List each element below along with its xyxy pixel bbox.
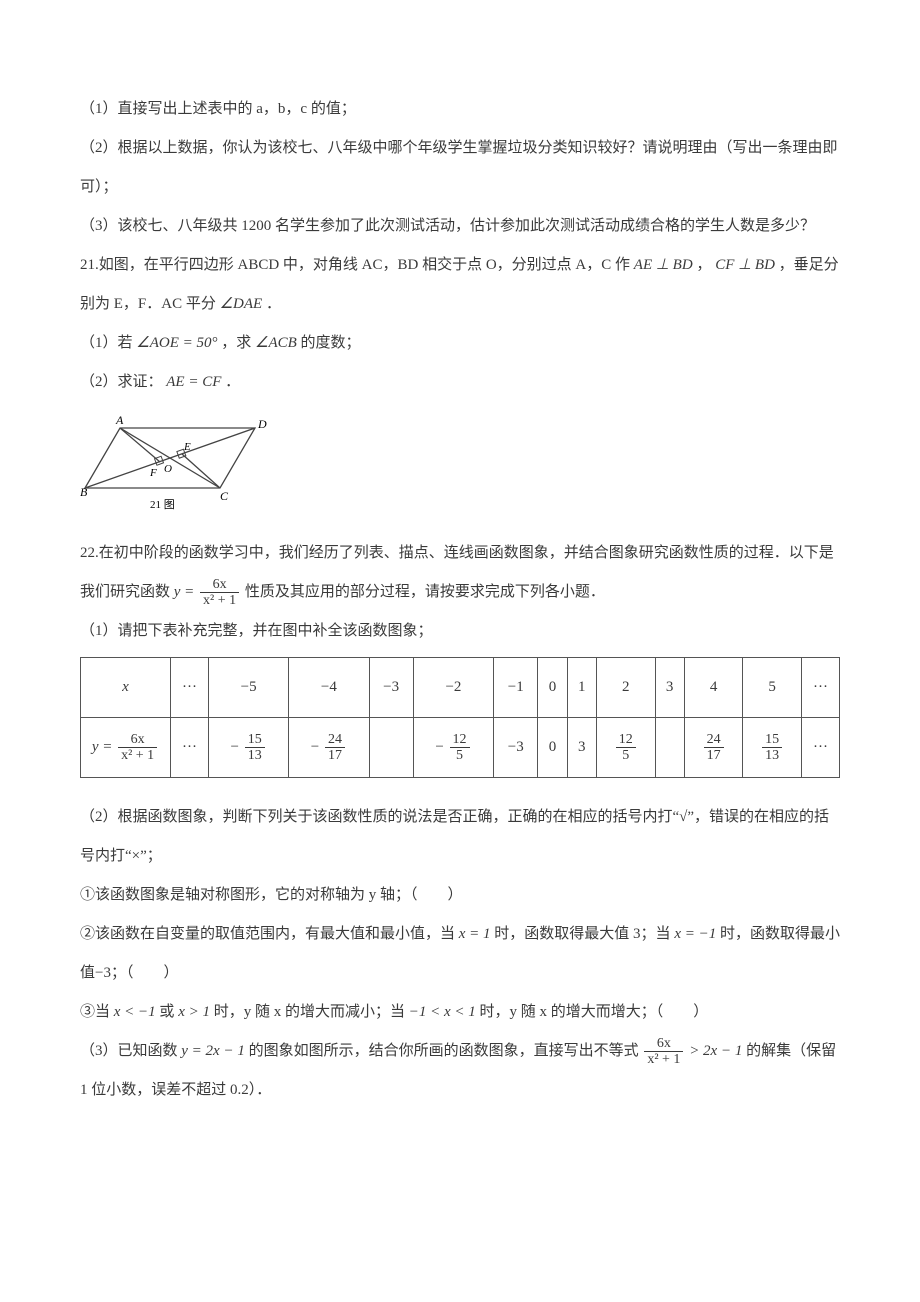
q21-intro: 21.如图，在平行四边形 ABCD 中，对角线 AC，BD 相交于点 O，分别过…	[80, 246, 840, 324]
q21-ae-eq-cf: AE = CF	[166, 374, 221, 390]
q22-s2-m2: x = −1	[674, 926, 716, 942]
table-cell: 2417	[684, 718, 743, 778]
table-x-label: x	[122, 679, 129, 695]
q22-p3-a: （3）已知函数	[80, 1043, 181, 1059]
table-cell	[369, 718, 413, 778]
table-y-num: 6x	[118, 732, 157, 747]
q21-p2-b: ．	[225, 374, 240, 390]
q22-s3-m1: x < −1	[114, 1004, 156, 1020]
q22-intro: 22.在初中阶段的函数学习中，我们经历了列表、描点、连线画函数图象，并结合图象研…	[80, 534, 840, 612]
svg-text:F: F	[149, 467, 157, 479]
table-cell: 3	[567, 718, 596, 778]
q22-formula-left: y =	[174, 584, 195, 600]
table-cell: ···	[171, 718, 209, 778]
table-cell: −3	[494, 718, 538, 778]
table-cell	[655, 718, 684, 778]
q21-angle-acb: ∠ACB	[255, 335, 297, 351]
q21-intro-end: ．	[266, 296, 281, 312]
q21-angle-aoe: ∠AOE = 50°	[136, 335, 217, 351]
q21-diagram: A D B C O E F 21 图	[80, 410, 840, 526]
q22-s2-b: 时，函数取得最大值 3；当	[494, 926, 674, 942]
table-cell: ···	[802, 718, 840, 778]
table-cell: 2	[596, 658, 655, 718]
q22-s3-d: 时，y 随 x 的增大而增大；（ ）	[480, 1004, 709, 1020]
q22-part1: （1）请把下表补充完整，并在图中补全该函数图象；	[80, 612, 840, 651]
table-cell: −2	[413, 658, 493, 718]
svg-text:D: D	[257, 417, 267, 431]
q21-intro-text-a: 21.如图，在平行四边形 ABCD 中，对角线 AC，BD 相交于点 O，分别过…	[80, 257, 634, 273]
q21-part2: （2）求证： AE = CF ．	[80, 363, 840, 402]
table-cell: − 125	[413, 718, 493, 778]
q22-p3-b: 的图象如图所示，结合你所画的函数图象，直接写出不等式	[249, 1043, 643, 1059]
q20-part1: （1）直接写出上述表中的 a，b，c 的值；	[80, 90, 840, 129]
table-cell: 0	[538, 718, 567, 778]
q22-p3-m1: y = 2x − 1	[181, 1043, 245, 1059]
svg-text:21 图: 21 图	[150, 498, 175, 510]
q22-s3-a: ③当	[80, 1004, 114, 1020]
q22-table: x ··· −5 −4 −3 −2 −1 0 1 2 3 4 5 ··· y =…	[80, 657, 840, 778]
q22-formula-num: 6x	[200, 577, 239, 592]
q20-part2: （2）根据以上数据，你认为该校七、八年级中哪个年级学生掌握垃圾分类知识较好？请说…	[80, 129, 840, 207]
q22-stmt1: ①该函数图象是轴对称图形，它的对称轴为 y 轴；（ ）	[80, 876, 840, 915]
svg-text:E: E	[183, 441, 191, 453]
q22-s3-c: 时，y 随 x 的增大而减小；当	[214, 1004, 409, 1020]
q22-p3-num: 6x	[644, 1036, 683, 1051]
q22-stmt2: ②该函数在自变量的取值范围内，有最大值和最小值，当 x = 1 时，函数取得最大…	[80, 915, 840, 993]
q22-p3-frac: 6x x² + 1	[644, 1036, 683, 1068]
table-cell: 1513	[743, 718, 802, 778]
q22-part3: （3）已知函数 y = 2x − 1 的图象如图所示，结合你所画的函数图象，直接…	[80, 1032, 840, 1110]
table-cell: 1	[567, 658, 596, 718]
q21-angle-dae: ∠DAE	[220, 296, 263, 312]
table-y-frac: 6x x² + 1	[118, 732, 157, 764]
table-cell: −1	[494, 658, 538, 718]
q22-formula-den: x² + 1	[200, 592, 239, 608]
table-cell: 5	[743, 658, 802, 718]
table-cell: −5	[209, 658, 289, 718]
table-row-y: y = 6x x² + 1 ··· − 1513 − 2417 − 125 −3…	[81, 718, 840, 778]
q20-part3: （3）该校七、八年级共 1200 名学生参加了此次测试活动，估计参加此次测试活动…	[80, 207, 840, 246]
q21-part1: （1）若 ∠AOE = 50° ，求 ∠ACB 的度数；	[80, 324, 840, 363]
q22-p3-den: x² + 1	[644, 1051, 683, 1067]
q22-p3-m2: > 2x − 1	[689, 1043, 742, 1059]
q22-s3-b: 或	[159, 1004, 178, 1020]
table-cell: − 1513	[209, 718, 289, 778]
table-cell: − 2417	[289, 718, 369, 778]
table-cell: −3	[369, 658, 413, 718]
table-cell: 3	[655, 658, 684, 718]
table-cell: −4	[289, 658, 369, 718]
table-cell: 4	[684, 658, 743, 718]
table-row-x: x ··· −5 −4 −3 −2 −1 0 1 2 3 4 5 ···	[81, 658, 840, 718]
table-cell: ···	[802, 658, 840, 718]
q22-s2-a: ②该函数在自变量的取值范围内，有最大值和最小值，当	[80, 926, 459, 942]
q22-formula-frac: 6x x² + 1	[200, 577, 239, 609]
q21-p1-b: ，求	[221, 335, 255, 351]
table-y-left: y =	[92, 739, 113, 755]
q21-p1-a: （1）若	[80, 335, 136, 351]
svg-text:O: O	[164, 463, 172, 475]
table-cell: 0	[538, 658, 567, 718]
table-head-x: x	[81, 658, 171, 718]
q22-part2: （2）根据函数图象，判断下列关于该函数性质的说法是否正确，正确的在相应的括号内打…	[80, 798, 840, 876]
svg-text:C: C	[220, 489, 229, 503]
q22-stmt3: ③当 x < −1 或 x > 1 时，y 随 x 的增大而减小；当 −1 < …	[80, 993, 840, 1032]
q21-expr-ae-perp-bd: AE ⊥ BD	[634, 257, 693, 273]
q21-p1-c: 的度数；	[301, 335, 361, 351]
q22-intro-b: 性质及其应用的部分过程，请按要求完成下列各小题．	[245, 584, 605, 600]
table-y-den: x² + 1	[118, 747, 157, 763]
q22-s2-m1: x = 1	[459, 926, 491, 942]
q21-p2-a: （2）求证：	[80, 374, 163, 390]
svg-text:B: B	[80, 485, 88, 499]
q21-sep1: ，	[696, 257, 711, 273]
q22-s3-m2: x > 1	[178, 1004, 210, 1020]
table-cell: ···	[171, 658, 209, 718]
q21-expr-cf-perp-bd: CF ⊥ BD	[715, 257, 775, 273]
table-cell: 125	[596, 718, 655, 778]
table-head-y: y = 6x x² + 1	[81, 718, 171, 778]
svg-text:A: A	[115, 413, 124, 427]
q22-s3-m3: −1 < x < 1	[409, 1004, 476, 1020]
